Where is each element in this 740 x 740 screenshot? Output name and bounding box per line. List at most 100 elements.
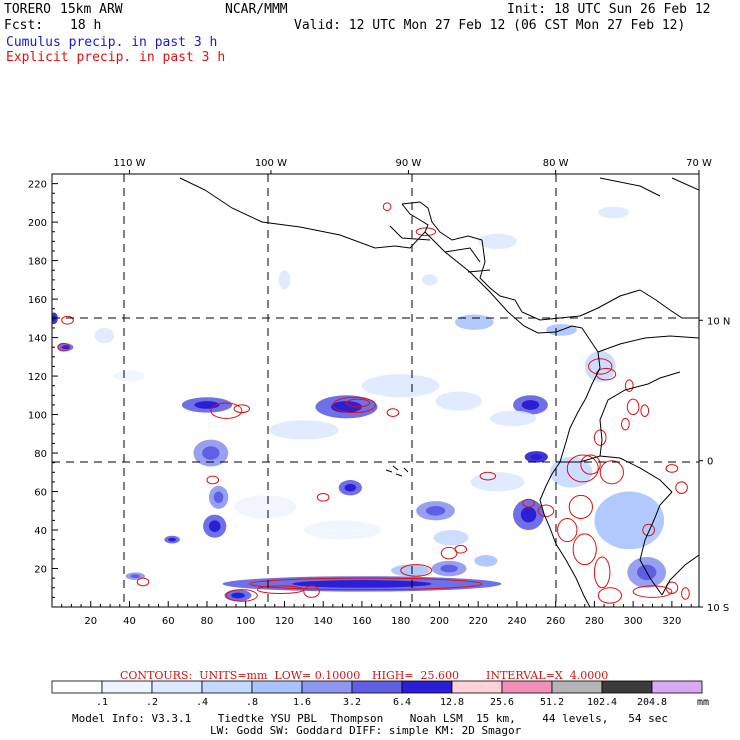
explicit-contour-16 <box>225 589 258 602</box>
explicit-contour-20 <box>588 358 613 375</box>
explicit-contour-8 <box>382 202 392 212</box>
explicit-contour-19 <box>136 577 150 587</box>
colorbar-swatch-11 <box>601 680 653 694</box>
longitude-label-0: 110 W <box>113 158 145 169</box>
explicit-precip-label: Explicit precip. in past 3 h <box>6 50 226 65</box>
cumulus-core-6 <box>213 491 224 504</box>
cumulus-area-2 <box>94 327 114 344</box>
colorbar-label-8: 25.6 <box>489 697 515 708</box>
cumulus-core-10 <box>425 505 446 516</box>
cumulus-core-20 <box>520 506 537 523</box>
init-time: Init: 18 UTC Sun 26 Feb 12 <box>507 2 711 17</box>
y-tick-label-80: 80 <box>34 449 47 460</box>
cumulus-area-31 <box>303 520 382 540</box>
bolivia <box>661 554 699 596</box>
axes: 20 40 60 80 100 120 140 160 180 200 220 240 260 280 30… <box>28 158 730 627</box>
colorbar-swatch-12 <box>651 680 703 694</box>
cumulus-core-8 <box>168 537 176 542</box>
cumulus-core-12 <box>440 564 458 573</box>
mexico-pacific-coast <box>179 177 429 249</box>
cumulus-area-36 <box>278 270 291 290</box>
x-tick-label-300: 300 <box>624 616 643 627</box>
cumulus-precip-label: Cumulus precip. in past 3 h <box>6 35 218 50</box>
colorbar-unit: mm <box>696 697 710 708</box>
model-info-line1: Model Info: V3.3.1 Tiedtke YSU PBL Thomp… <box>72 712 669 725</box>
cumulus-area-26 <box>489 410 537 427</box>
x-tick-label-100: 100 <box>236 616 255 627</box>
cumulus-area-29 <box>268 420 339 440</box>
longitude-label-3: 80 W <box>543 158 569 169</box>
graticule <box>52 174 699 607</box>
cumulus-core-18 <box>521 400 540 410</box>
explicit-contour-30 <box>568 494 593 519</box>
x-tick-label-60: 60 <box>162 616 175 627</box>
explicit-contour-6 <box>386 408 400 417</box>
cumulus-area-28 <box>361 374 440 398</box>
valid-time: Valid: 12 UTC Mon 27 Feb 12 (06 CST Mon … <box>294 18 686 33</box>
x-tick-label-160: 160 <box>352 616 371 627</box>
contour-units: CONTOURS: UNITS=mm LOW= 0.10000 <box>120 669 361 682</box>
explicit-contour-42 <box>681 587 690 600</box>
contour-interval: INTERVAL=X 4.0000 <box>486 669 609 682</box>
colorbar-label-0: .1 <box>95 697 109 708</box>
explicit-contour-4 <box>332 396 377 414</box>
cumulus-area-38 <box>454 314 494 330</box>
explicit-contour-35 <box>632 585 673 598</box>
y-tick-label-120: 120 <box>28 372 47 383</box>
latitude-label-0: 10 N <box>707 316 730 327</box>
x-tick-label-180: 180 <box>391 616 410 627</box>
colorbar-swatch-0 <box>51 680 103 694</box>
cumulus-area-13 <box>474 555 498 567</box>
cumulus-core-5 <box>202 446 220 460</box>
explicit-contour-18 <box>400 564 433 577</box>
longitude-label-4: 70 W <box>686 158 712 169</box>
y-tick-label-40: 40 <box>34 526 47 537</box>
x-tick-label-240: 240 <box>507 616 526 627</box>
colorbar-label-2: .4 <box>195 697 209 708</box>
explicit-contour-11 <box>479 471 497 481</box>
forecast-label: Fcst: <box>4 18 44 33</box>
y-tick-label-180: 180 <box>28 257 47 268</box>
cumulus-area-30 <box>234 495 297 519</box>
colorbar-label-10: 102.4 <box>586 697 618 708</box>
explicit-contour-23 <box>640 404 650 417</box>
explicit-contour-14 <box>249 577 483 591</box>
explicit-contour-7 <box>415 227 437 237</box>
x-tick-label-120: 120 <box>275 616 294 627</box>
cumulus-area-32 <box>470 472 525 492</box>
explicit-contour-13 <box>454 544 468 554</box>
explicit-contour-31 <box>557 517 578 543</box>
cumulus-area-37 <box>421 274 438 286</box>
colorbar-label-4: 1.6 <box>292 697 312 708</box>
colorbar-label-3: .8 <box>245 697 259 708</box>
explicit-contour-29 <box>599 460 624 485</box>
cumulus-core-1 <box>61 345 70 350</box>
longitude-label-2: 90 W <box>396 158 422 169</box>
explicit-contour-39 <box>537 504 555 518</box>
y-tick-label-160: 160 <box>28 295 47 306</box>
x-tick-label-280: 280 <box>585 616 604 627</box>
explicit-contour-34 <box>597 587 623 604</box>
venezuela <box>639 289 699 319</box>
cumulus-area-34 <box>478 233 517 250</box>
x-tick-label-20: 20 <box>84 616 97 627</box>
explicit-contour-27 <box>580 454 601 475</box>
cuba-hispaniola <box>599 177 699 197</box>
explicit-contour-32 <box>572 533 597 566</box>
latitude-label-2: 10 S <box>707 603 729 614</box>
y-tick-label-220: 220 <box>28 180 47 191</box>
y-tick-label-100: 100 <box>28 411 47 422</box>
central-america-pacific <box>424 231 583 334</box>
x-tick-label-140: 140 <box>314 616 333 627</box>
explicit-contour-21 <box>595 367 617 381</box>
y-tick-label-20: 20 <box>34 565 47 576</box>
explicit-contour-3 <box>233 404 251 414</box>
y-tick-label-60: 60 <box>34 488 47 499</box>
x-tick-label-220: 220 <box>469 616 488 627</box>
cumulus-core-19 <box>530 454 543 460</box>
explicit-contour-26 <box>566 454 599 483</box>
explicit-contour-10 <box>316 492 330 502</box>
explicit-contour-40 <box>522 498 535 508</box>
ecuador-peru-border <box>560 455 673 493</box>
central-america-caribbean <box>479 239 641 321</box>
